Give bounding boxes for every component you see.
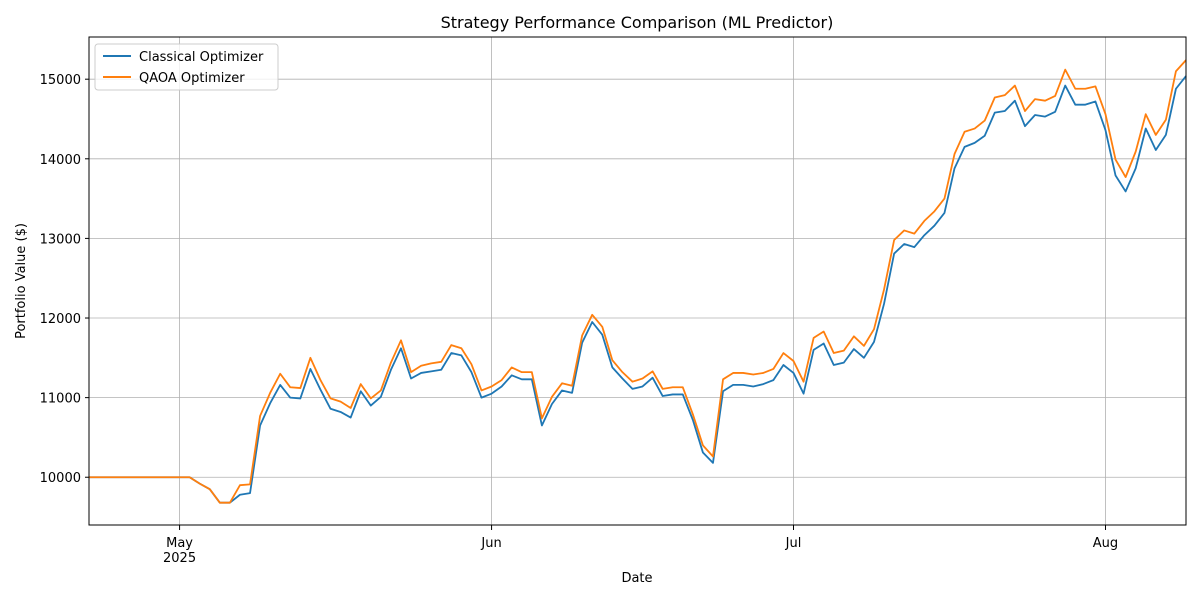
plot-frame [88, 36, 1187, 526]
x-axis-label: Date [621, 571, 652, 586]
series-line [89, 59, 1187, 504]
y-tick-label: 10000 [40, 471, 81, 486]
y-tick-label: 13000 [40, 232, 81, 247]
legend-label: Classical Optimizer [139, 50, 264, 65]
legend-label: QAOA Optimizer [139, 71, 245, 86]
y-tick-label: 14000 [40, 153, 81, 168]
series-line [89, 75, 1187, 504]
x-tick-label: May 2025 [163, 536, 196, 566]
legend-box [94, 43, 279, 91]
x-tick-label: Jul [785, 536, 802, 551]
x-tick-label: Aug [1093, 536, 1118, 551]
y-tick-label: 11000 [40, 392, 81, 407]
x-tick-label: Jun [480, 536, 501, 551]
y-tick-label: 15000 [40, 73, 81, 88]
legend: Classical Optimizer QAOA Optimizer [94, 43, 279, 91]
y-tick-label: 12000 [40, 312, 81, 327]
y-axis-label: Portfolio Value ($) [14, 223, 29, 339]
chart-title: Strategy Performance Comparison (ML Pred… [441, 13, 834, 32]
